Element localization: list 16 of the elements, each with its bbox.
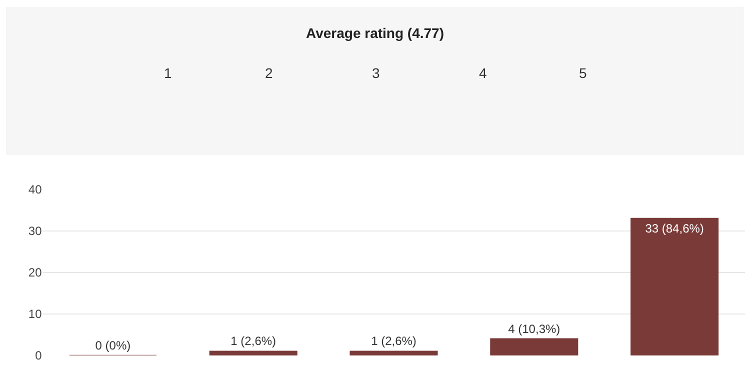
data-label: 33 (84,6%) <box>645 221 704 236</box>
y-tick-label: 10 <box>28 307 42 322</box>
y-tick-label: 20 <box>28 266 42 280</box>
data-label: 1 (2,6%) <box>371 334 416 348</box>
text: 4 <box>479 65 487 81</box>
data-label: 0 (0%) <box>95 338 131 352</box>
data-label: 4 (10,3%) <box>508 322 560 336</box>
data-label: 1 (2,6%) <box>230 334 276 348</box>
chart-title: Average rating (4.77) <box>306 25 444 41</box>
y-tick-label: 0 <box>35 348 42 363</box>
text: 1 <box>164 65 172 81</box>
y-tick-label: 40 <box>28 182 42 197</box>
text: 5 <box>579 65 587 81</box>
y-tick-label: 30 <box>28 224 42 238</box>
text: 3 <box>372 65 380 81</box>
text: 2 <box>265 65 273 81</box>
